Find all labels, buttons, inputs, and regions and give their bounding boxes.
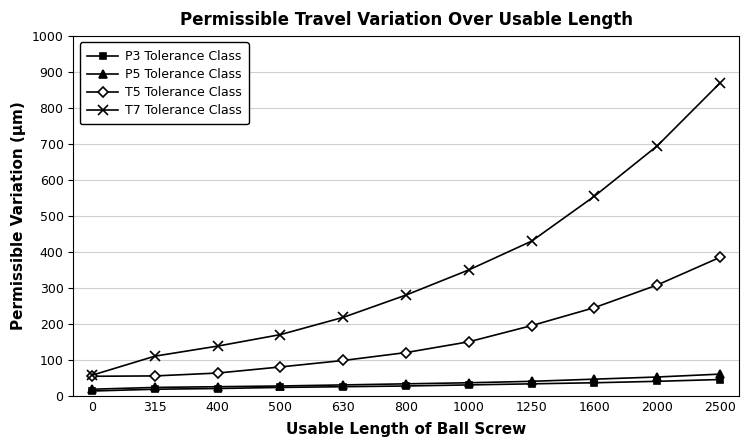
P3 Tolerance Class: [339, 384, 348, 389]
T5 Tolerance Class: [213, 370, 222, 376]
P3 Tolerance Class: [652, 379, 662, 384]
T5 Tolerance Class: [527, 323, 536, 328]
P5 Tolerance Class: [716, 371, 724, 377]
T5 Tolerance Class: [401, 350, 410, 355]
T5 Tolerance Class: [151, 373, 160, 379]
Legend: P3 Tolerance Class, P5 Tolerance Class, T5 Tolerance Class, T7 Tolerance Class: P3 Tolerance Class, P5 Tolerance Class, …: [80, 43, 249, 125]
Line: T5 Tolerance Class: T5 Tolerance Class: [88, 254, 724, 380]
T7 Tolerance Class: [527, 238, 536, 244]
T7 Tolerance Class: [151, 353, 160, 359]
P3 Tolerance Class: [276, 385, 285, 390]
T7 Tolerance Class: [339, 314, 348, 320]
Title: Permissible Travel Variation Over Usable Length: Permissible Travel Variation Over Usable…: [179, 11, 632, 29]
Y-axis label: Permissible Variation (μm): Permissible Variation (μm): [11, 102, 26, 330]
T5 Tolerance Class: [276, 364, 285, 370]
P3 Tolerance Class: [527, 381, 536, 387]
P3 Tolerance Class: [401, 383, 410, 389]
Line: P3 Tolerance Class: P3 Tolerance Class: [88, 376, 724, 395]
P5 Tolerance Class: [590, 376, 599, 382]
P3 Tolerance Class: [88, 388, 97, 394]
P5 Tolerance Class: [151, 385, 160, 390]
P3 Tolerance Class: [213, 386, 222, 391]
T5 Tolerance Class: [88, 374, 97, 379]
P3 Tolerance Class: [590, 380, 599, 385]
T5 Tolerance Class: [464, 339, 473, 345]
T7 Tolerance Class: [590, 194, 599, 199]
P3 Tolerance Class: [716, 377, 724, 382]
T5 Tolerance Class: [590, 305, 599, 310]
Line: T7 Tolerance Class: T7 Tolerance Class: [87, 78, 725, 380]
P3 Tolerance Class: [151, 387, 160, 392]
T5 Tolerance Class: [339, 358, 348, 363]
T7 Tolerance Class: [401, 293, 410, 298]
T5 Tolerance Class: [716, 254, 724, 260]
P5 Tolerance Class: [88, 387, 97, 392]
P5 Tolerance Class: [527, 379, 536, 384]
P5 Tolerance Class: [339, 382, 348, 388]
P5 Tolerance Class: [401, 381, 410, 387]
T7 Tolerance Class: [464, 267, 473, 272]
Line: P5 Tolerance Class: P5 Tolerance Class: [88, 370, 724, 393]
T7 Tolerance Class: [213, 344, 222, 349]
P3 Tolerance Class: [464, 382, 473, 388]
P5 Tolerance Class: [464, 380, 473, 385]
T7 Tolerance Class: [716, 80, 724, 86]
T7 Tolerance Class: [652, 143, 662, 149]
T7 Tolerance Class: [276, 332, 285, 337]
X-axis label: Usable Length of Ball Screw: Usable Length of Ball Screw: [286, 422, 526, 437]
T5 Tolerance Class: [652, 282, 662, 288]
P5 Tolerance Class: [652, 375, 662, 380]
T7 Tolerance Class: [88, 373, 97, 378]
P5 Tolerance Class: [213, 384, 222, 389]
P5 Tolerance Class: [276, 383, 285, 389]
